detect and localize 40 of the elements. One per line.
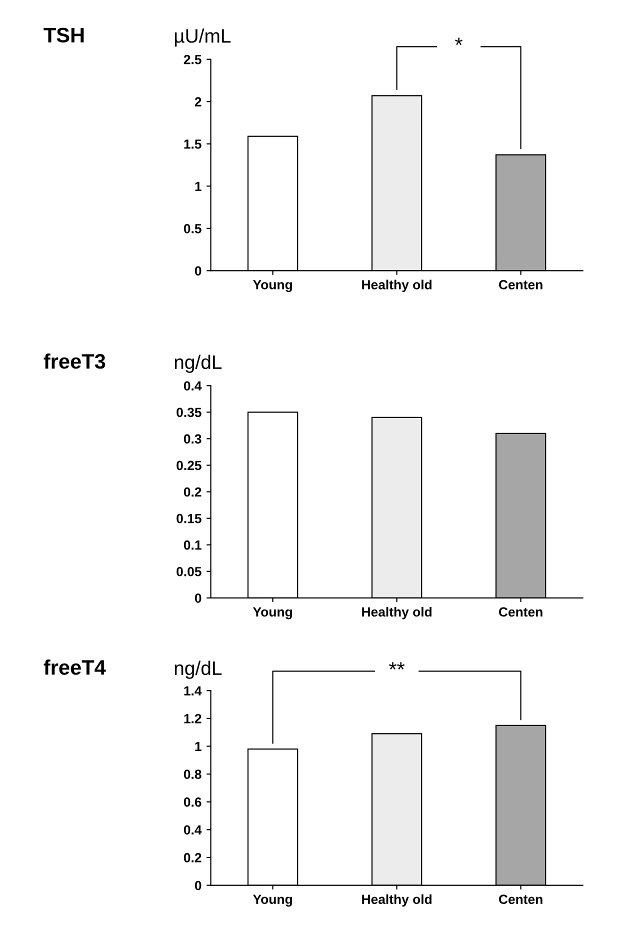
y-tick-label: 0 [194,880,202,890]
x-tick-label: Young [252,894,292,907]
x-tick-label: Centen [498,894,542,904]
text: ** [389,662,405,670]
y-tick-label: 0.25 [176,460,202,470]
y-tick-label: 0 [194,593,202,603]
x-tick-label: Healthy old [362,280,432,292]
y-tick-label: 0.1 [184,540,202,550]
y-tick-label: 0.8 [184,770,202,779]
y-tick-label: 0.05 [176,566,202,576]
y-tick-label: 0.3 [184,434,202,444]
x-tick-label: Centen [498,280,542,290]
y-tick-label: 1 [195,742,202,752]
y-tick-label: 0.5 [184,224,202,234]
y-axis-title: µU/mL [174,28,231,47]
y-tick-label: 0.15 [176,514,202,524]
y-axis-title: ng/dL [174,354,222,373]
x-tick-label: Young [252,607,292,620]
y-tick-label: 0.2 [184,487,202,497]
y-tick-label: 0 [194,266,202,276]
y-tick-label: 2.5 [184,54,202,64]
y-axis-title: ng/dL [174,660,222,679]
x-tick-label: Young [252,280,292,292]
y-tick-label: 1 [195,182,202,191]
x-tick-label: Healthy old [362,894,432,907]
chart-title: TSH [44,28,84,43]
y-tick-label: 0.6 [184,797,202,807]
chart-title: freeT4 [44,660,106,675]
text: * [455,38,463,46]
y-tick-label: 1.5 [184,140,202,149]
y-tick-label: 1.4 [184,686,202,696]
x-tick-label: Healthy old [362,606,432,620]
y-tick-label: 0.35 [176,408,202,418]
y-tick-label: 1.2 [184,714,202,724]
y-tick-label: 0.2 [184,853,202,862]
y-tick-label: 2 [194,97,202,106]
chart-title: freeT3 [44,353,106,369]
y-tick-label: 0.4 [184,825,202,835]
y-tick-label: 0.4 [184,381,202,391]
x-tick-label: Centen [498,607,542,617]
